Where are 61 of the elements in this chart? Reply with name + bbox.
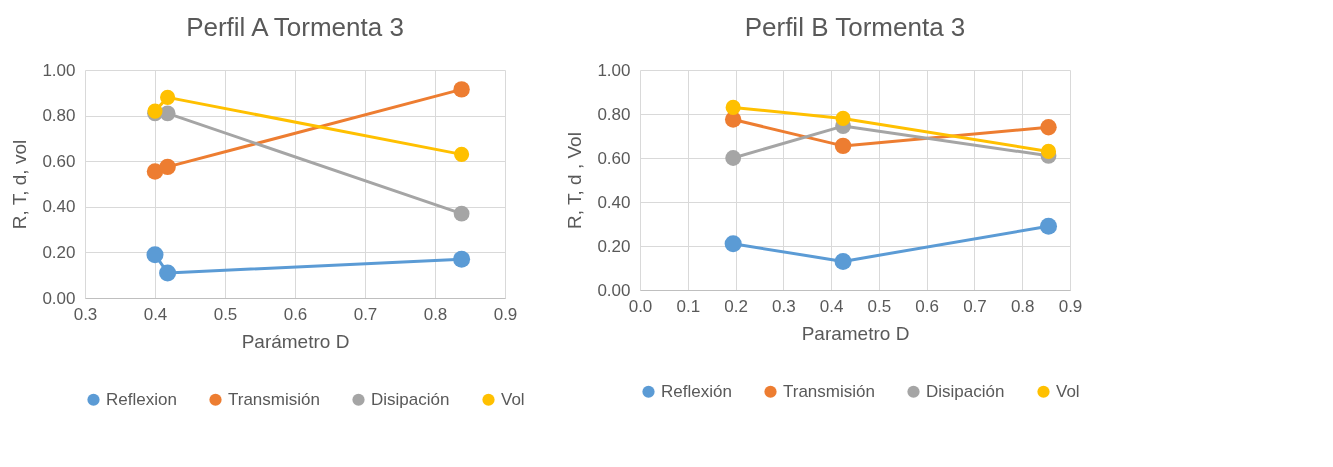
point	[159, 158, 176, 176]
x-tick-label: 0.4	[819, 296, 844, 316]
y-tick-label: 0.40	[42, 197, 76, 217]
y-tick-label: 0.20	[42, 242, 76, 262]
point	[159, 264, 177, 282]
x-tick-label: 0.9	[493, 304, 518, 324]
y-tick-label: 0.00	[42, 288, 76, 308]
y-tick-label: 0.60	[42, 151, 76, 171]
x-tick-label: 0.7	[353, 304, 378, 324]
x-tick-label: 0.4	[143, 304, 168, 324]
point	[160, 89, 176, 105]
x-tick-label: 0.8	[1010, 296, 1035, 316]
chart-title: Perfil A Tormenta 3	[186, 12, 404, 42]
y-tick-label: 0.40	[597, 192, 631, 212]
legend-label: Transmisión	[228, 389, 320, 409]
point	[453, 81, 470, 98]
x-tick-label: 0.9	[1058, 296, 1083, 316]
legend-label: Vol	[1056, 381, 1080, 401]
x-tick-label: 0.0	[628, 296, 653, 316]
x-tick-label: 0.8	[423, 304, 448, 324]
legend-label: Reflexión	[661, 381, 732, 401]
x-tick-label: 0.6	[915, 296, 939, 316]
point	[725, 150, 742, 166]
legend-label: Disipación	[926, 381, 1005, 401]
point	[146, 246, 164, 264]
y-tick-label: 1.00	[597, 60, 631, 80]
x-tick-label: 0.3	[73, 304, 98, 324]
x-tick-label: 0.7	[963, 296, 987, 316]
x-tick-label: 0.6	[283, 304, 308, 324]
x-axis-title: Parametro D	[801, 322, 910, 344]
x-tick-label: 0.5	[213, 304, 238, 324]
point	[159, 105, 176, 122]
legend-label: Reflexion	[106, 389, 177, 409]
x-tick-label: 0.2	[724, 296, 748, 316]
chart-title: Perfil B Tormenta 3	[744, 12, 966, 42]
point	[835, 110, 851, 126]
y-tick-label: 1.00	[42, 60, 76, 80]
legend-label: Vol	[501, 389, 525, 409]
point	[453, 205, 470, 222]
x-tick-label: 0.3	[772, 296, 796, 316]
x-axis-title: Parámetro D	[241, 330, 350, 352]
y-tick-label: 0.20	[597, 236, 631, 256]
y-axis-title: R, T, d, vol	[9, 139, 31, 230]
point	[724, 235, 742, 253]
point	[834, 137, 852, 155]
legend-label: Disipación	[371, 389, 450, 409]
x-tick-label: 0.1	[676, 296, 701, 316]
point	[725, 99, 741, 115]
y-tick-label: 0.00	[597, 280, 631, 300]
point	[454, 146, 470, 162]
point	[1040, 119, 1057, 136]
y-tick-label: 0.60	[597, 148, 631, 168]
point	[834, 252, 852, 270]
point	[453, 250, 471, 268]
y-tick-label: 0.80	[597, 104, 631, 124]
y-axis-title: R, T, d , Vol	[564, 132, 586, 229]
point	[1039, 217, 1058, 235]
y-tick-label: 0.80	[42, 106, 76, 126]
point	[1040, 143, 1057, 159]
legend-label: Transmisión	[783, 381, 875, 401]
x-tick-label: 0.5	[867, 296, 892, 316]
